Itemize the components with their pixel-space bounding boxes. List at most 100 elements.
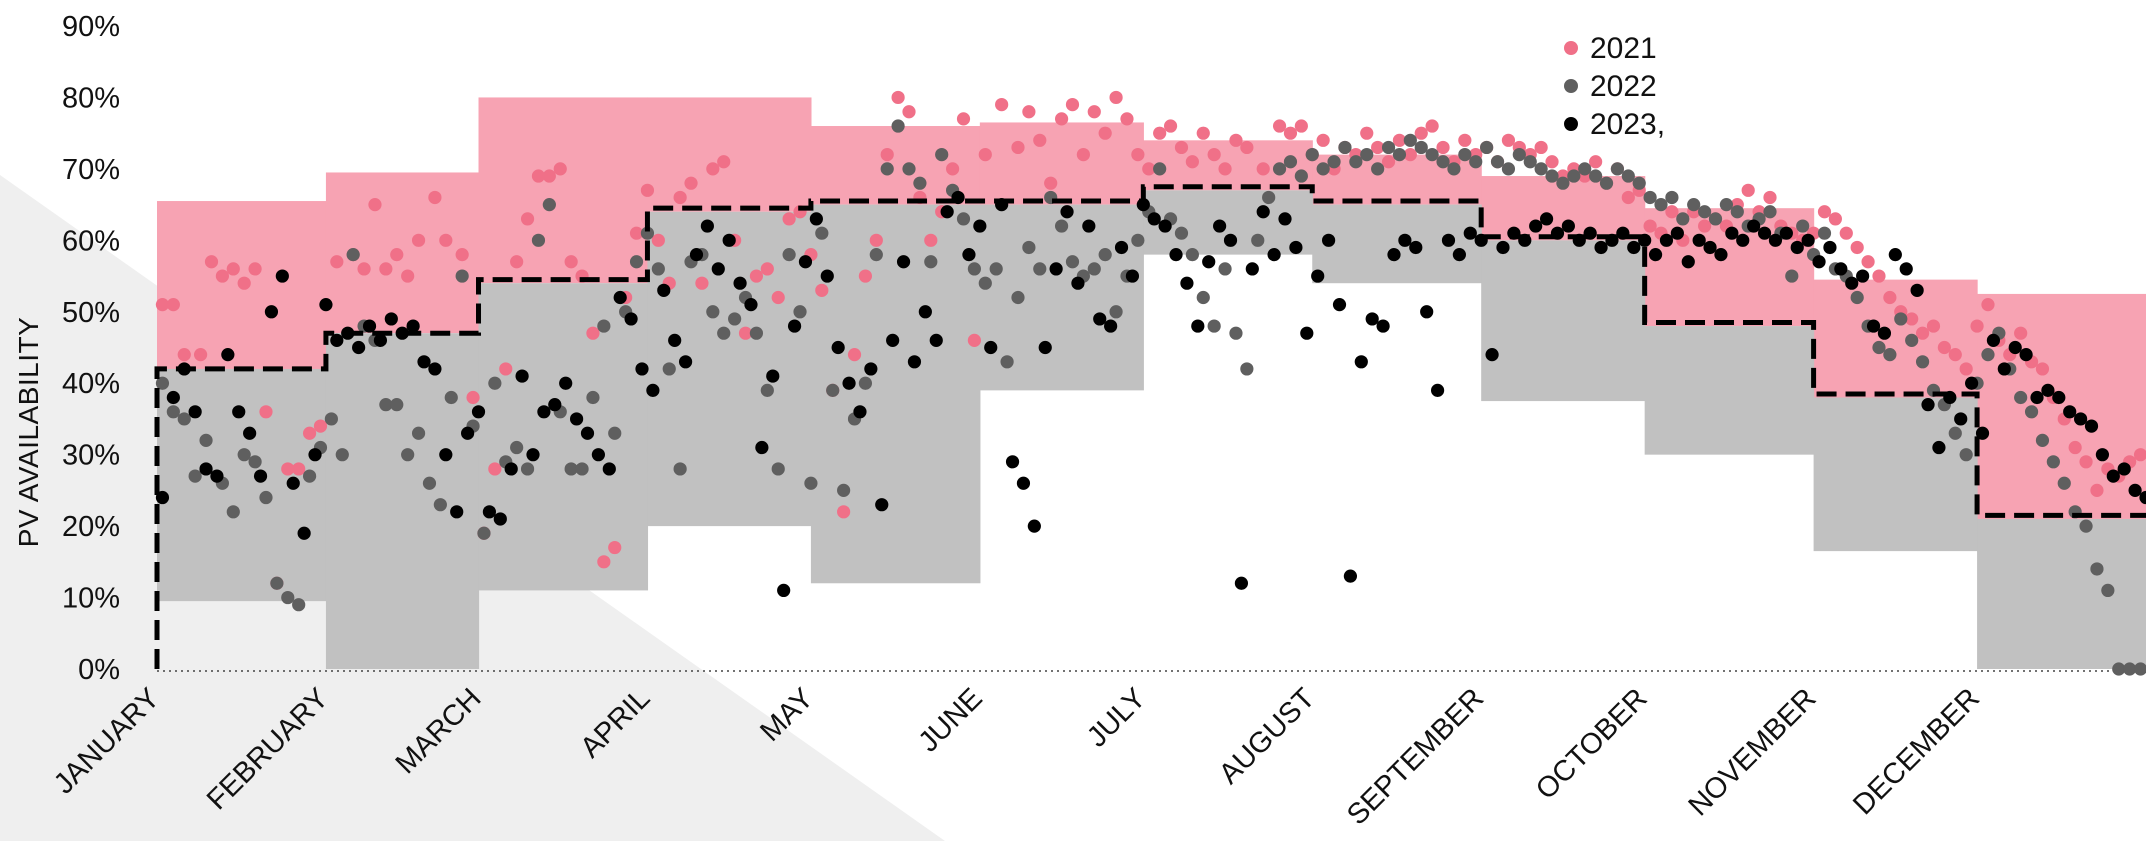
point-2022-132 — [1599, 176, 1614, 190]
point-2022-56 — [771, 462, 785, 476]
point-2023-93 — [1169, 248, 1183, 262]
y-axis-label: PV AVAILABILITY — [13, 317, 44, 548]
y-tick-label-3: 30% — [62, 440, 120, 472]
point-2023-112 — [1376, 319, 1390, 333]
point-2023-38 — [569, 412, 584, 426]
point-2022-79 — [1022, 240, 1036, 255]
point-2022-44 — [640, 226, 655, 240]
point-2021-112 — [1425, 119, 1439, 133]
point-2021-141 — [1741, 183, 1755, 197]
point-2023-170 — [2008, 340, 2022, 355]
point-2022-0 — [155, 376, 170, 390]
y-tick-label-8: 80% — [62, 82, 120, 114]
point-2023-72 — [940, 205, 954, 219]
point-2021-157 — [1915, 326, 1930, 340]
point-2021-72 — [967, 333, 981, 347]
point-2021-49 — [717, 155, 731, 169]
point-2021-42 — [640, 183, 655, 197]
point-2021-25 — [455, 248, 469, 262]
point-2021-22 — [411, 233, 426, 247]
point-2022-8 — [248, 455, 262, 469]
point-2023-97 — [1213, 219, 1227, 233]
point-2023-137 — [1648, 248, 1663, 262]
point-2021-111 — [1414, 126, 1428, 140]
point-2021-85 — [1120, 112, 1134, 126]
point-2021-162 — [1970, 319, 1984, 333]
point-2023-111 — [1365, 312, 1379, 326]
point-2021-161 — [1959, 362, 1973, 376]
point-2023-81 — [1038, 340, 1052, 355]
point-2022-39 — [586, 390, 600, 405]
point-2021-122 — [1534, 140, 1548, 155]
point-2022-35 — [542, 198, 556, 212]
point-2023-92 — [1158, 219, 1172, 233]
point-2022-105 — [1305, 148, 1319, 162]
point-2023-12 — [286, 476, 300, 490]
point-2021-95 — [1229, 133, 1243, 147]
average-2023-step-line — [154, 184, 2146, 669]
point-2021-61 — [847, 348, 862, 362]
point-2022-140 — [1687, 198, 1701, 212]
point-2021-29 — [499, 362, 513, 376]
point-2022-103 — [1283, 155, 1298, 169]
point-2022-135 — [1632, 176, 1646, 190]
point-2022-160 — [1905, 333, 1919, 347]
point-2023-79 — [1016, 476, 1031, 490]
y-tick-label-1: 10% — [62, 583, 120, 615]
point-2023-108 — [1332, 298, 1347, 312]
point-2022-100 — [1251, 233, 1265, 247]
point-2023-171 — [2019, 348, 2033, 362]
point-2023-64 — [853, 405, 867, 419]
point-2022-24 — [422, 476, 437, 490]
point-2023-89 — [1125, 269, 1140, 283]
point-2023-40 — [591, 448, 605, 462]
point-2021-54 — [771, 290, 785, 305]
point-2023-4 — [199, 462, 213, 476]
point-2023-123 — [1496, 240, 1510, 255]
month-label-july: JULY — [1081, 682, 1152, 753]
point-2021-79 — [1054, 112, 1069, 126]
point-2022-114 — [1403, 133, 1417, 147]
point-2021-159 — [1937, 340, 1951, 355]
point-2023-139 — [1670, 226, 1684, 240]
point-2023-8 — [243, 426, 257, 440]
point-2021-9 — [259, 405, 273, 419]
point-2021-130 — [1621, 190, 1635, 205]
point-2022-139 — [1676, 212, 1690, 226]
point-2022-7 — [237, 448, 251, 462]
point-2022-130 — [1578, 162, 1592, 176]
point-2022-173 — [2046, 455, 2060, 469]
y-tick-label-6: 60% — [62, 225, 120, 257]
point-2021-90 — [1174, 140, 1189, 155]
point-2021-64 — [880, 148, 894, 162]
points-2023 — [155, 190, 2146, 598]
point-2021-34 — [553, 162, 567, 176]
point-2022-98 — [1229, 326, 1243, 340]
point-2021-30 — [510, 255, 524, 269]
point-2022-57 — [782, 248, 796, 262]
point-2023-175 — [2063, 405, 2077, 419]
point-2023-87 — [1104, 319, 1118, 333]
point-2023-101 — [1256, 205, 1270, 219]
point-2021-33 — [542, 169, 556, 183]
point-2022-164 — [1948, 426, 1962, 440]
point-2022-61 — [826, 383, 840, 397]
point-2023-18 — [352, 340, 366, 355]
point-2021-20 — [390, 248, 404, 262]
point-2021-173 — [2090, 483, 2104, 497]
point-2022-43 — [629, 255, 644, 269]
point-2022-34 — [531, 233, 546, 247]
point-2021-82 — [1087, 105, 1101, 119]
point-2023-57 — [777, 583, 791, 598]
point-2023-75 — [973, 219, 987, 233]
point-2022-76 — [989, 262, 1003, 276]
point-2022-99 — [1240, 362, 1254, 376]
point-2023-122 — [1485, 348, 1499, 362]
y-tick-label-4: 40% — [62, 368, 120, 400]
point-2021-148 — [1817, 205, 1832, 219]
point-2022-58 — [793, 305, 807, 319]
point-2021-55 — [782, 212, 796, 226]
point-2023-145 — [1736, 233, 1750, 247]
point-2023-99 — [1234, 576, 1249, 590]
point-2022-23 — [411, 426, 426, 440]
